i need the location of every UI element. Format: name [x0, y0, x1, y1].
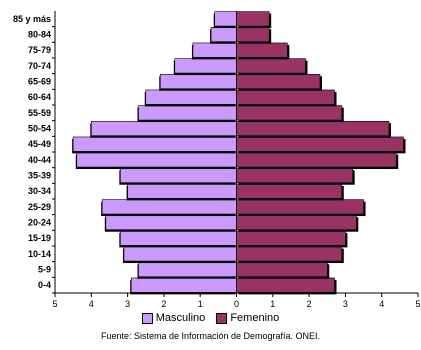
- bar-femenino-85-y-m-s: [236, 11, 270, 27]
- bar-femenino-75-79: [236, 42, 288, 58]
- x-label-3: 2: [161, 299, 166, 309]
- bar-masculino-0-4: [130, 277, 237, 293]
- y-label-40-44: 40-44: [28, 155, 51, 165]
- bar-femenino-50-54: [236, 120, 390, 137]
- legend-label-femenino: Femenino: [230, 312, 280, 324]
- y-label-45-49: 45-49: [28, 139, 51, 149]
- bar-femenino-30-34: [236, 183, 343, 199]
- bar-masculino-25-29: [101, 199, 237, 215]
- x-label-5: 0: [234, 299, 239, 309]
- bar-femenino-60-64: [236, 89, 335, 105]
- y-label-80-84: 80-84: [28, 30, 51, 40]
- x-label-10: 5: [415, 299, 420, 309]
- bar-masculino-10-14: [123, 246, 237, 262]
- y-label-60-64: 60-64: [28, 92, 51, 102]
- bar-masculino-55-59: [138, 105, 237, 121]
- bar-masculino-70-74: [174, 58, 237, 74]
- bar-masculino-75-79: [192, 42, 237, 58]
- bar-masculino-45-49: [72, 136, 237, 152]
- bar-masculino-35-39: [120, 167, 237, 184]
- y-label-20-24: 20-24: [28, 218, 51, 228]
- bar-femenino-0-4: [236, 277, 335, 293]
- bar-femenino-45-49: [236, 136, 404, 152]
- y-label-85-y-m-s: 85 y más: [13, 14, 51, 24]
- source-note: Fuente: Sistema de Información de Demogr…: [100, 331, 321, 341]
- legend-item-femenino: Femenino: [216, 312, 279, 324]
- legend-swatch-masculino: [141, 312, 153, 324]
- bar-masculino-15-19: [120, 230, 237, 246]
- legend-swatch-femenino: [216, 312, 228, 324]
- bar-femenino-10-14: [236, 246, 343, 262]
- y-label-5-9: 5-9: [38, 265, 51, 275]
- x-label-0: 5: [52, 299, 57, 309]
- bar-femenino-35-39: [236, 167, 353, 184]
- y-label-10-14: 10-14: [28, 249, 51, 259]
- y-label-50-54: 50-54: [28, 124, 51, 134]
- bar-masculino-80-84: [210, 26, 237, 43]
- bar-masculino-5-9: [138, 261, 237, 278]
- bar-femenino-5-9: [236, 261, 328, 278]
- x-label-4: 1: [198, 299, 203, 309]
- bar-masculino-60-64: [145, 89, 237, 105]
- y-label-70-74: 70-74: [28, 61, 51, 71]
- bar-femenino-80-84: [236, 26, 270, 43]
- y-label-55-59: 55-59: [28, 108, 51, 118]
- x-label-8: 3: [343, 299, 348, 309]
- y-label-65-69: 65-69: [28, 77, 51, 87]
- bar-femenino-25-29: [236, 199, 364, 215]
- bar-femenino-20-24: [236, 214, 357, 231]
- x-label-6: 1: [270, 299, 275, 309]
- bar-masculino-40-44: [76, 152, 237, 168]
- bar-femenino-40-44: [236, 152, 397, 168]
- y-label-0-4: 0-4: [38, 280, 51, 290]
- bar-femenino-65-69: [236, 73, 321, 90]
- y-label-15-19: 15-19: [28, 233, 51, 243]
- legend-item-masculino: Masculino: [141, 312, 206, 324]
- x-label-9: 4: [379, 299, 384, 309]
- bar-masculino-85-y-m-s: [214, 11, 237, 27]
- bar-masculino-30-34: [127, 183, 237, 199]
- bar-femenino-15-19: [236, 230, 346, 246]
- y-label-75-79: 75-79: [28, 45, 51, 55]
- x-label-7: 2: [307, 299, 312, 309]
- bar-femenino-55-59: [236, 105, 343, 121]
- bar-femenino-70-74: [236, 58, 306, 74]
- legend: Masculino Femenino: [0, 312, 421, 327]
- y-label-25-29: 25-29: [28, 202, 51, 212]
- y-label-30-34: 30-34: [28, 186, 51, 196]
- bar-masculino-50-54: [91, 120, 237, 137]
- x-label-2: 3: [125, 299, 130, 309]
- bar-masculino-20-24: [105, 214, 237, 231]
- x-label-1: 4: [89, 299, 94, 309]
- y-label-35-39: 35-39: [28, 171, 51, 181]
- legend-label-masculino: Masculino: [155, 312, 206, 324]
- bar-masculino-65-69: [159, 73, 237, 90]
